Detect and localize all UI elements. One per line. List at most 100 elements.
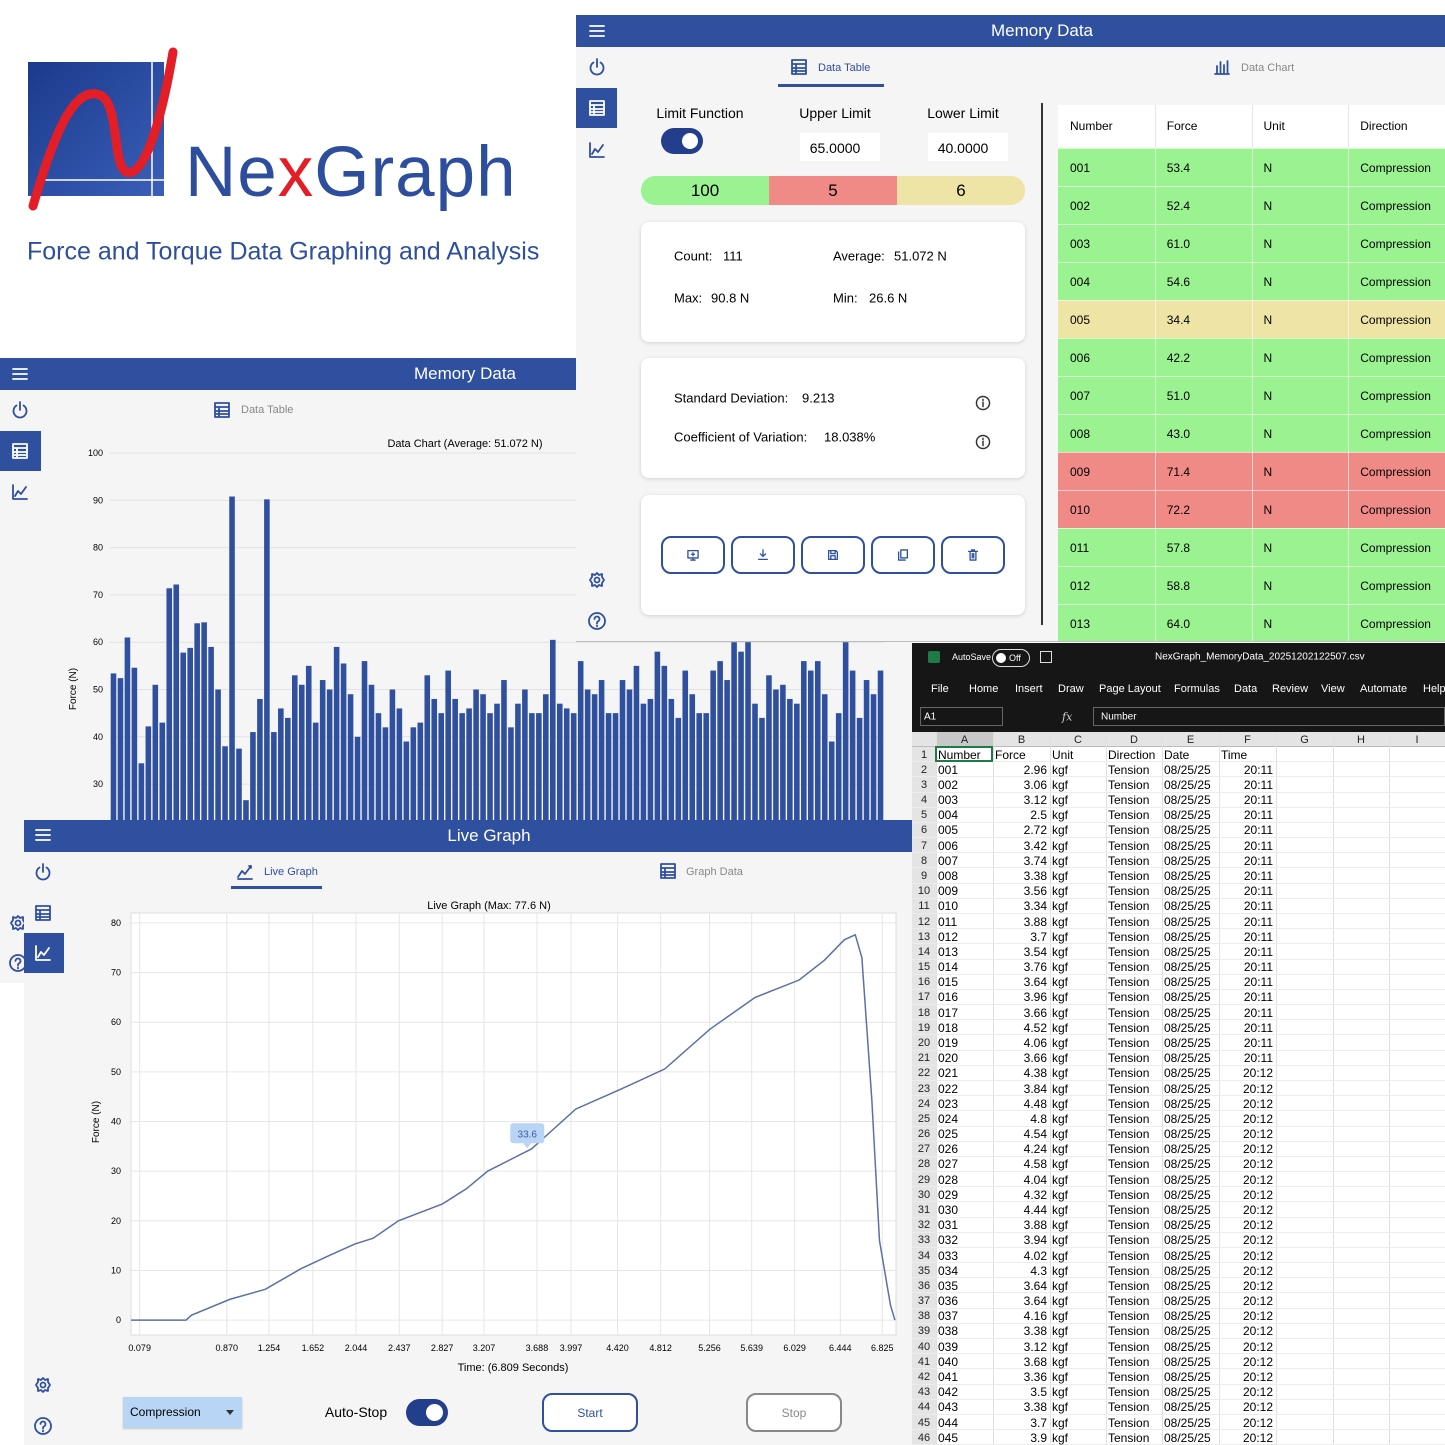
cell-border [1251,301,1253,339]
row-number: 2 [920,763,928,776]
row-border [912,837,1445,839]
bar [187,647,193,926]
action-button[interactable] [731,536,795,574]
cell: 20:11 [1243,884,1273,899]
input-box[interactable] [928,133,1008,161]
cell: 3.66 [1023,1051,1047,1066]
direction-dropdown[interactable]: Compression [123,1397,242,1428]
cell: 08/25/25 [1164,929,1211,944]
menu-item: Formulas [1174,683,1220,695]
table-cell: Compression [1360,313,1431,327]
cell: 014 [938,960,959,975]
column-border [993,732,994,1445]
cell: 009 [938,884,959,899]
cell: kgf [1052,1278,1069,1293]
cell: 3.12 [1023,1339,1047,1354]
cell-border [1348,415,1350,453]
bar [863,680,870,926]
action-button[interactable] [941,536,1005,574]
cell-border [1348,491,1350,529]
cell: Tension [1108,884,1150,899]
input-box[interactable] [800,133,880,161]
cell: 20:11 [1243,762,1273,777]
icon-shape [589,58,605,76]
bar [361,661,368,926]
row-number: 14 [917,945,931,958]
nav-active [0,431,41,471]
file-name: NexGraph_MemoryData_20251202122507.csv [1155,651,1365,663]
save-icon [827,549,839,561]
row-border [912,988,1445,990]
cell: 20:12 [1242,1430,1273,1445]
wordmark-part: x [277,133,315,212]
action-button[interactable] [661,536,725,574]
cell: Tension [1108,869,1150,884]
row-number: 8 [920,854,928,867]
statistics-card: Standard Deviation: 9.213 Coefficient of V… [641,358,1025,478]
bar [821,694,828,926]
dropdown-value: Compression [130,1405,201,1419]
tagline: Force and Torque Data Graphing and Analy… [27,237,540,266]
bar [466,708,472,926]
cell: 20:11 [1243,869,1273,884]
y-tick-label: 60 [111,1017,121,1027]
action-button[interactable] [871,536,935,574]
cell: 20:12 [1242,1142,1273,1157]
button-label: Start [577,1406,603,1420]
nav-active [576,88,617,128]
cell: 3.56 [1023,884,1047,899]
action-button[interactable] [801,536,865,574]
column-border [1333,732,1334,1445]
cell: 08/25/25 [1164,1036,1211,1050]
bar [473,689,479,926]
bar [180,652,187,926]
cell: kgf [1052,1400,1069,1415]
cell: 4.16 [1023,1309,1047,1324]
x-tick-label: 5.639 [740,1343,763,1353]
autosave-toggle[interactable]: Off [992,649,1030,667]
table-cell: 71.4 [1166,465,1191,479]
table-cell: 52.4 [1166,199,1191,213]
stat-label: Count: [674,248,713,264]
table-cell: 003 [1070,237,1091,251]
live-graph-window: Live Graph Live Graph Graph Data Live Graph… [24,820,912,1445]
bar [229,496,235,926]
row-border [912,867,1445,869]
cell: 3.7 [1030,929,1047,944]
cell: 20:12 [1242,1081,1273,1096]
cell: 018 [938,1020,959,1035]
cell: 013 [938,944,959,959]
cell: kgf [1052,899,1069,914]
cell-border [1251,605,1253,641]
bar [333,646,340,926]
cell: 039 [938,1339,959,1354]
bar [835,713,842,926]
table-cell: 51.0 [1166,389,1191,403]
toggle-switch[interactable] [406,1399,448,1426]
cell: kgf [1052,884,1069,899]
row-number: 28 [917,1158,931,1171]
actions-card [641,495,1025,615]
table-cell: 53.4 [1166,161,1191,175]
cell: Tension [1108,838,1150,853]
excel-window: AutoSave Off NexGraph_MemoryData_202512021… [912,643,1445,1445]
cell: 3.38 [1023,869,1047,884]
cell: 08/25/25 [1164,1309,1211,1324]
cell: kgf [1052,1127,1069,1142]
trash-icon [967,549,979,561]
title-bar [24,820,912,852]
cell: 027 [938,1157,959,1172]
stop-button[interactable]: Stop [746,1393,842,1432]
table-cell: N [1263,541,1273,555]
cell: 3.68 [1023,1354,1047,1369]
start-button[interactable]: Start [542,1393,638,1432]
x-tick-label: 3.997 [560,1343,583,1353]
row-number: 30 [917,1188,931,1201]
row-border [912,1140,1445,1142]
excel-icon [928,651,940,663]
cell: 20:12 [1242,1278,1273,1293]
cell-border [1154,529,1156,567]
cell: 3.64 [1023,975,1047,990]
save-icon[interactable] [1040,651,1052,663]
toggle-switch[interactable] [661,128,703,154]
